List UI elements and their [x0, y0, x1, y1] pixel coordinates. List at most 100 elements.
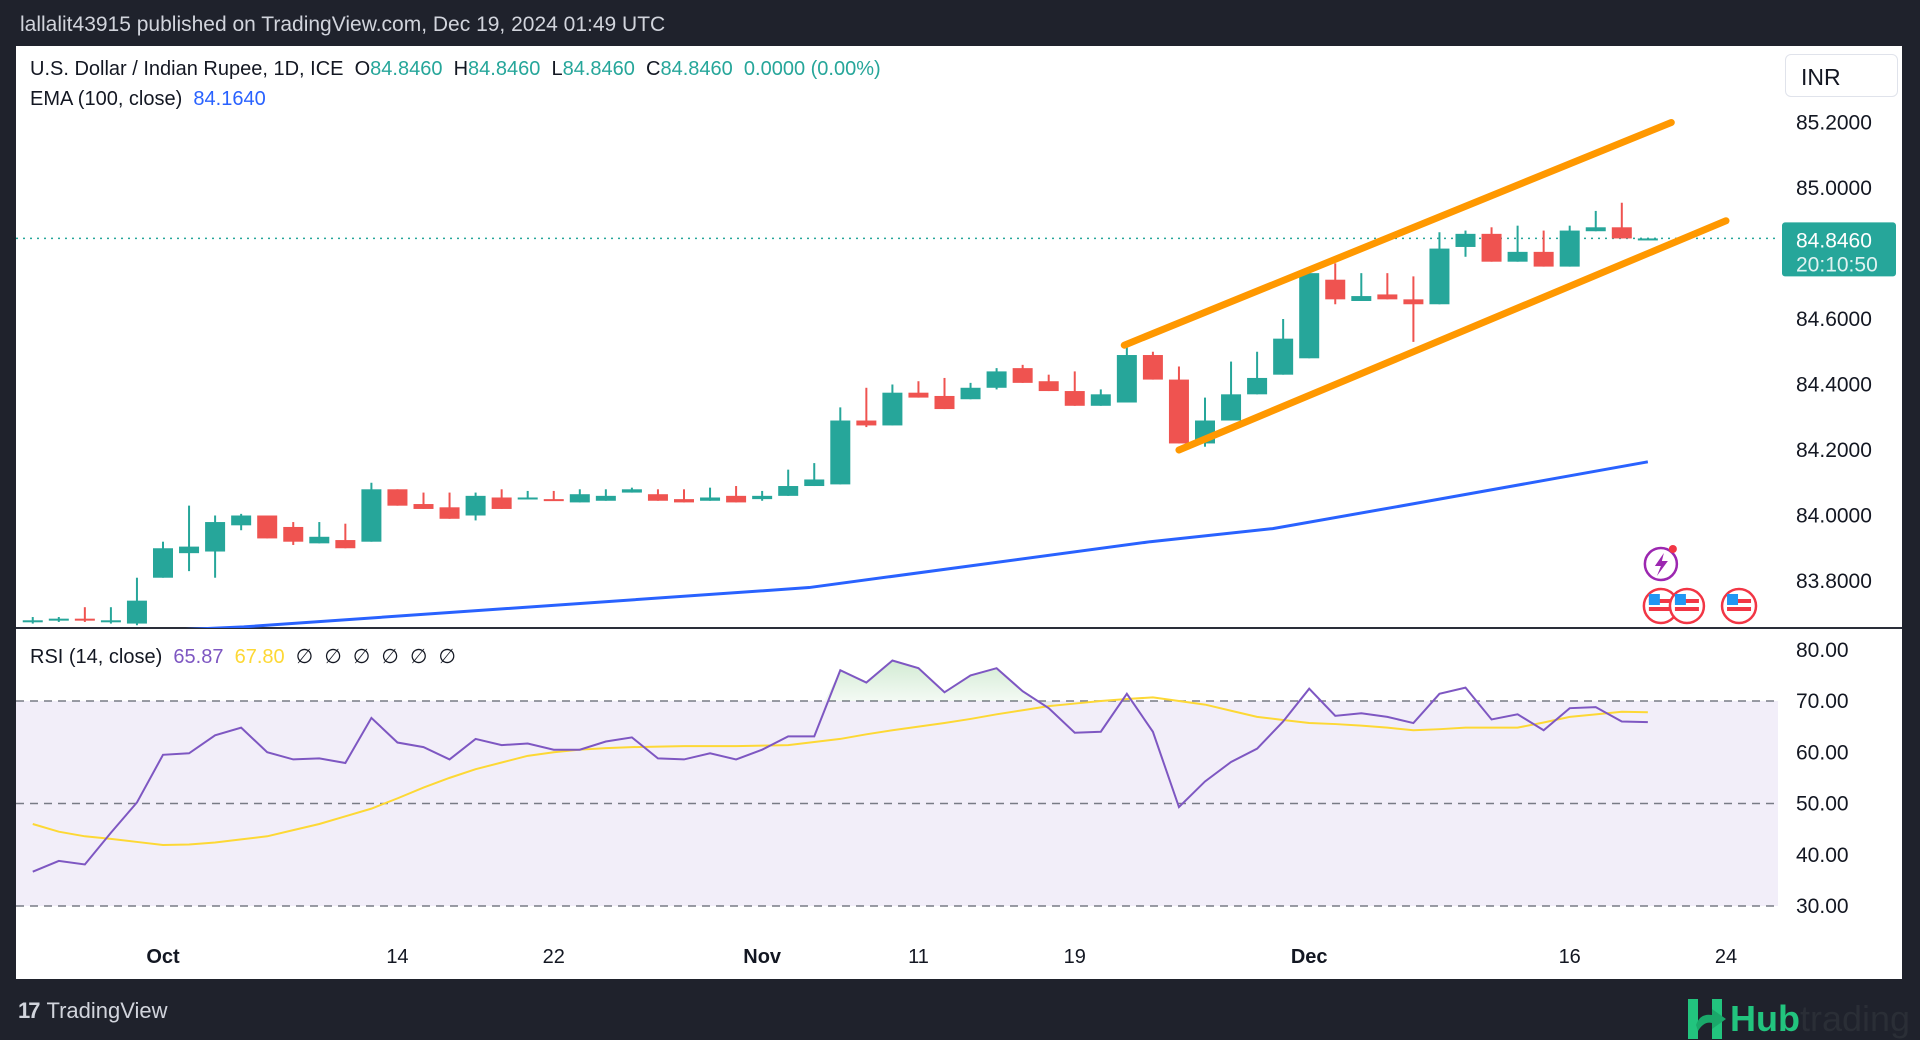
flag-stripe	[1727, 607, 1752, 611]
candle-body[interactable]	[960, 387, 981, 400]
candle-body[interactable]	[231, 515, 252, 526]
candle-body[interactable]	[1038, 381, 1059, 392]
time-axis-label: Dec	[1291, 946, 1328, 968]
candle-body[interactable]	[22, 620, 43, 623]
channel-upper-line[interactable]	[1120, 119, 1675, 349]
candle-body[interactable]	[569, 494, 590, 503]
candle-body[interactable]	[674, 499, 694, 503]
candle-body[interactable]	[543, 499, 564, 502]
candle-body[interactable]	[1090, 394, 1111, 406]
candle-body[interactable]	[856, 420, 877, 426]
candle-body[interactable]	[439, 507, 460, 519]
candle-body[interactable]	[934, 395, 955, 410]
candle-body[interactable]	[1273, 338, 1294, 375]
candle-body[interactable]	[882, 392, 903, 426]
open-value: 84.8460	[370, 58, 443, 80]
low-label: L	[551, 58, 563, 80]
rsi-empty-4: ∅	[409, 646, 428, 668]
candle-body[interactable]	[986, 371, 1007, 388]
candle-body[interactable]	[491, 497, 512, 509]
candle-body[interactable]	[726, 495, 747, 503]
candle-body[interactable]	[387, 489, 408, 506]
candle-body[interactable]	[1533, 251, 1554, 267]
flag-canton	[1727, 594, 1739, 605]
chart-frame[interactable]: 85.2000 85.0000 84.6000 84.4000 84.2000 84.00…	[16, 46, 1902, 979]
candle-body[interactable]	[205, 522, 226, 552]
candle-body[interactable]	[1221, 394, 1242, 421]
candle-body[interactable]	[1351, 296, 1372, 301]
rsi-ma-line	[32, 696, 1648, 847]
candle-body[interactable]	[413, 504, 434, 509]
candle-body[interactable]	[908, 392, 929, 398]
candle-body[interactable]	[1455, 233, 1476, 247]
candle-body[interactable]	[778, 486, 799, 496]
candle-body[interactable]	[179, 546, 200, 554]
candle-body[interactable]	[595, 495, 616, 501]
price-axis-label: 85.0000	[1796, 177, 1872, 200]
open-label: O	[354, 58, 371, 80]
candle-body[interactable]	[700, 497, 721, 501]
currency-button[interactable]: INR	[1785, 54, 1898, 97]
time-axis-label: 22	[543, 946, 565, 968]
candle-body[interactable]	[1299, 273, 1320, 359]
rsi-line	[32, 659, 1648, 873]
rsi-axis-label: 40.00	[1796, 844, 1849, 867]
rsi-empty-0: ∅	[295, 646, 314, 668]
candle-body[interactable]	[1168, 379, 1189, 444]
candle-body[interactable]	[335, 540, 356, 549]
candle-body[interactable]	[465, 495, 486, 516]
symbol-legend: U.S. Dollar / Indian Rupee, 1D, ICE O84.…	[30, 58, 881, 81]
candle-body[interactable]	[1142, 355, 1163, 380]
tradingview-logo-icon: 17	[18, 998, 41, 1023]
ema-value: 84.1640	[193, 88, 266, 110]
candle-body[interactable]	[647, 494, 668, 501]
candle-body[interactable]	[283, 526, 304, 542]
candle-body[interactable]	[1116, 355, 1137, 403]
channel-lower-line[interactable]	[1175, 217, 1730, 454]
rsi-label[interactable]: RSI (14, close)	[30, 646, 163, 668]
candle-body[interactable]	[517, 497, 538, 500]
flag-canton	[1648, 594, 1660, 605]
trading-wordmark: trading	[1799, 998, 1911, 1039]
candle-body[interactable]	[257, 515, 278, 539]
candle-body[interactable]	[1481, 233, 1502, 262]
rsi-axis-label: 30.00	[1796, 895, 1849, 918]
symbol-title[interactable]: U.S. Dollar / Indian Rupee, 1D, ICE	[30, 58, 344, 80]
candle-body[interactable]	[48, 618, 69, 621]
candle-body[interactable]	[100, 620, 121, 623]
candle-body[interactable]	[1611, 227, 1632, 239]
candle-body[interactable]	[126, 600, 147, 624]
candle-body[interactable]	[1507, 251, 1528, 262]
candle-body[interactable]	[1325, 279, 1346, 300]
time-axis-label: 11	[908, 946, 929, 968]
candle-body[interactable]	[1585, 227, 1606, 232]
flag-stripe	[1674, 607, 1699, 611]
time-axis-label: 24	[1715, 946, 1737, 968]
candle-body[interactable]	[1637, 238, 1658, 241]
candle-body[interactable]	[1064, 391, 1085, 406]
candle-body[interactable]	[1012, 368, 1033, 383]
candle-body[interactable]	[752, 495, 773, 500]
candle-body[interactable]	[361, 489, 382, 542]
chart-canvas[interactable]: 85.2000 85.0000 84.6000 84.4000 84.2000 84.00…	[16, 46, 1902, 979]
high-label: H	[453, 58, 469, 80]
candle-body[interactable]	[1559, 230, 1580, 267]
candle-body[interactable]	[621, 489, 642, 493]
price-axis-label: 83.8000	[1796, 570, 1872, 593]
candle-body[interactable]	[1377, 294, 1398, 300]
rsi-legend: RSI (14, close) 65.87 67.80 ∅ ∅ ∅ ∅ ∅ ∅	[30, 644, 456, 669]
candle-body[interactable]	[1403, 299, 1424, 305]
candle-body[interactable]	[804, 479, 825, 487]
candle-body[interactable]	[74, 618, 95, 621]
candle-body[interactable]	[1429, 248, 1450, 305]
candle-body[interactable]	[309, 536, 330, 544]
candles	[22, 202, 1658, 626]
ema-label[interactable]: EMA (100, close)	[30, 88, 183, 110]
candle-body[interactable]	[1247, 377, 1268, 395]
tradingview-branding: 17 TradingView	[18, 998, 168, 1024]
candle-body[interactable]	[153, 548, 173, 578]
candle-body[interactable]	[830, 420, 851, 485]
tradingview-wordmark: TradingView	[46, 998, 168, 1023]
hubtrading-logo-icon	[1688, 999, 1726, 1039]
change-value: 0.0000 (0.00%)	[743, 58, 881, 80]
